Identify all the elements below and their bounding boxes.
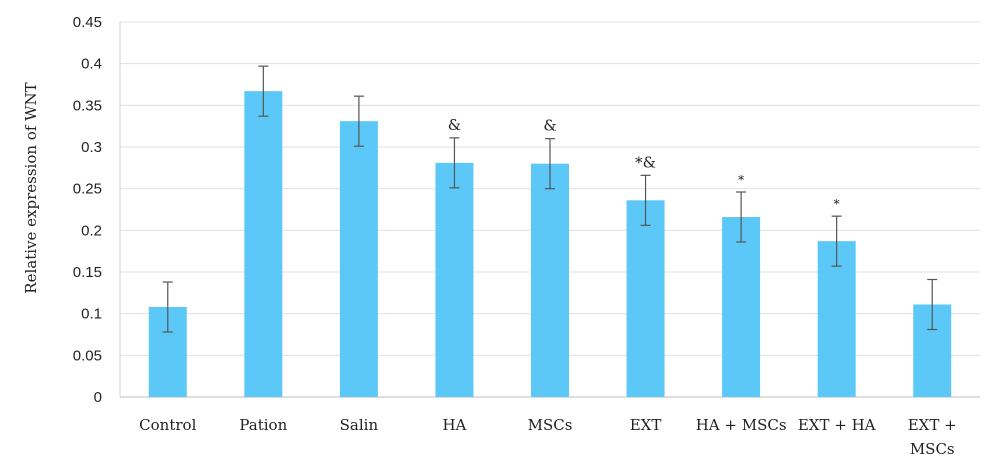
y-tick-label: 0.45 [73, 14, 102, 31]
error-bars [162, 65, 938, 333]
y-tick-label: 0.2 [81, 222, 102, 239]
y-axis-title: Relative expression of WNT [22, 82, 40, 293]
error-bar [353, 95, 364, 147]
y-tick-label: 0.1 [81, 306, 102, 323]
x-tick-label: EXT + HA [798, 416, 876, 434]
error-bar [927, 278, 938, 331]
x-tick-label: Salin [340, 416, 379, 434]
y-tick-label: 0.15 [73, 264, 102, 281]
significance-marker: *& [635, 153, 656, 171]
y-tick-label: 0.05 [73, 347, 102, 364]
y-tick-label: 0.4 [81, 56, 102, 73]
x-tick-label: Pation [239, 416, 287, 434]
y-axis: 0 0.05 0.1 0.15 0.2 0.25 0.3 0.35 0.4 0.45 [73, 14, 102, 406]
x-tick-label: MSCs [910, 440, 955, 458]
x-tick-label: HA [442, 416, 466, 434]
x-tick-label: Control [139, 416, 196, 434]
bar [626, 200, 665, 397]
y-tick-label: 0.25 [73, 181, 102, 198]
x-tick-label: MSCs [528, 416, 573, 434]
error-bar [640, 174, 651, 226]
x-axis: Control Pation Salin HA MSCs EXT HA + MSCs EXT … [139, 416, 957, 458]
error-bar [162, 281, 173, 333]
annotations: & & *& * * [448, 116, 840, 211]
error-bar [831, 215, 842, 267]
bar [435, 162, 474, 397]
error-bar [258, 65, 269, 117]
significance-marker: * [834, 197, 840, 211]
bar [722, 217, 761, 397]
error-bar [449, 137, 460, 189]
x-tick-label: EXT [630, 416, 662, 434]
error-bar [736, 191, 747, 243]
significance-marker: & [543, 117, 556, 135]
y-tick-label: 0.3 [81, 139, 102, 156]
significance-marker: * [738, 173, 744, 187]
x-tick-label: HA + MSCs [696, 416, 787, 434]
bars [148, 91, 952, 398]
y-tick-label: 0.35 [73, 97, 102, 114]
x-tick-label: EXT + [908, 416, 957, 434]
significance-marker: & [448, 116, 461, 134]
bar [339, 121, 378, 398]
y-tick-label: 0 [94, 389, 102, 406]
bar [817, 241, 856, 397]
bar [531, 163, 569, 397]
bar [244, 91, 283, 398]
error-bar [545, 138, 555, 190]
